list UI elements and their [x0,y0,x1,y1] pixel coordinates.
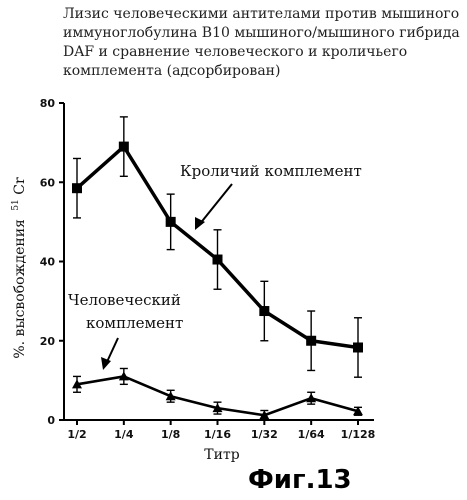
title-line-3: DAF и сравнение человеческого и кроличье… [63,44,407,60]
plot-area: 0 20 40 60 80 1/2 1/4 1/8 1/16 1/32 1/64 1/128 [40,97,376,441]
annotation-human-text-2: комплемент [86,314,183,332]
series-0-point-2 [166,217,176,227]
series-0-point-0 [72,183,82,193]
series-0-point-5 [306,336,316,346]
y-tick-label-1: 20 [40,335,56,348]
x-tick-label-3: 1/16 [204,428,231,441]
y-tick-label-2: 40 [40,256,56,269]
annotation-rabbit-text: Кроличий комплемент [180,162,362,180]
series-0-point-4 [259,306,269,316]
figure-label: Фиг.13 [248,465,352,495]
x-tick-label-6: 1/128 [341,428,376,441]
y-tick-label-0: 0 [47,414,55,427]
annotation-human-arrowhead [101,357,111,370]
x-tick-label-0: 1/2 [67,428,86,441]
annotation-rabbit: Кроличий комплемент [180,162,362,230]
y-axis-label: %. высвобождения 51 Cr [6,177,28,359]
series-0-point-3 [213,255,223,265]
title-line-1: Лизис человеческими антителами против мы… [63,6,459,22]
title-line-4: комплемента (адсорбирован) [63,63,280,79]
x-tick-label-5: 1/64 [298,428,325,441]
y-tick-label-3: 60 [40,176,56,189]
x-tick-label-2: 1/8 [161,428,180,441]
y-axis-label-text: %. высвобождения [12,219,28,359]
y-axis-label-isotope: 51 [11,199,21,210]
title-line-2: иммуноглобулина В10 мышиного/мышиного ги… [63,25,460,41]
x-tick-label-1: 1/4 [114,428,134,441]
y-axis-label-element: Cr [12,177,28,195]
annotation-human-text-1: Человеческий [68,291,181,309]
series-1-point-5 [306,393,316,402]
series-0-point-1 [119,142,129,152]
x-tick-label-4: 1/32 [251,428,278,441]
y-tick-label-4: 80 [40,97,56,110]
annotation-human: Человеческий комплемент [68,291,183,370]
chart-title: Лизис человеческими антителами против мы… [63,6,460,79]
series-0-point-6 [353,342,363,352]
annotation-rabbit-arrow [199,184,232,225]
svg-text:%. высвобождения 51: %. высвобождения 51 Cr [6,177,28,359]
x-axis-label: Титр [204,447,239,463]
